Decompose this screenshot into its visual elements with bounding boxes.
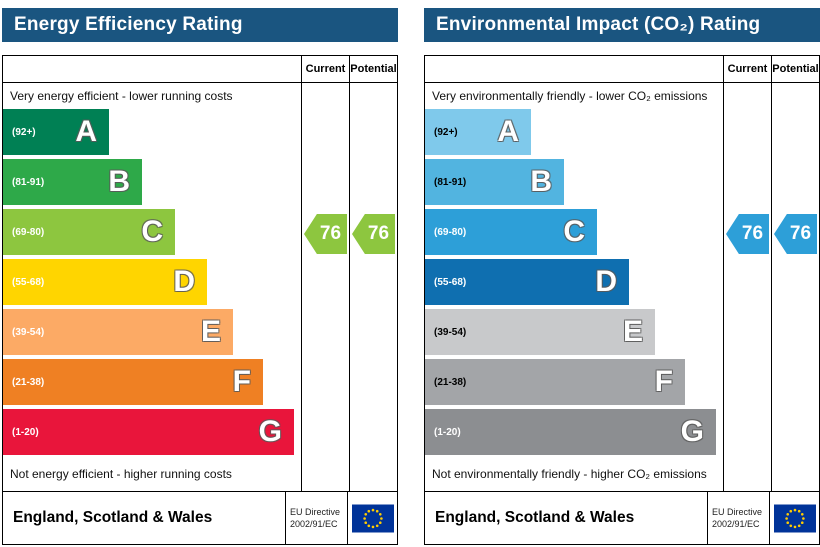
co2-rating-table: Current Potential Very environmentally f… (424, 55, 820, 492)
co2-band-g-range: (1-20) (434, 426, 461, 438)
energy-band-e-letter: E (200, 315, 221, 348)
energy-band-a-letter: A (75, 115, 97, 148)
environmental-impact-panel: Environmental Impact (CO₂) Rating Curren… (424, 2, 820, 547)
co2-panel-title: Environmental Impact (CO₂) Rating (436, 14, 761, 35)
co2-band-c-range: (69-80) (434, 226, 467, 238)
co2-band-b-letter: B (530, 165, 552, 198)
energy-band-c: (69-80) C (3, 209, 175, 255)
energy-efficiency-panel: Energy Efficiency Rating Current Potenti… (2, 2, 398, 547)
co2-potential-rating-value: 76 (789, 223, 812, 244)
energy-title-bar: Energy Efficiency Rating (2, 8, 398, 42)
co2-header-spacer (425, 56, 723, 82)
energy-band-b: (81-91) B (3, 159, 142, 205)
energy-band-d: (55-68) D (3, 259, 207, 305)
energy-band-f: (21-38) F (3, 359, 263, 405)
co2-band-a-range: (92+) (434, 126, 458, 138)
energy-current-rating-value: 76 (319, 223, 342, 244)
co2-eu-directive-label: EU Directive 2002/91/EC (707, 492, 769, 544)
co2-band-a-letter: A (497, 115, 519, 148)
energy-flag-cell (347, 492, 397, 544)
co2-band-d: (55-68) D (425, 259, 629, 305)
co2-potential-column: 76 (771, 83, 819, 491)
energy-eu-directive-line2: 2002/91/EC (290, 519, 338, 529)
energy-band-a: (92+) A (3, 109, 109, 155)
energy-header-spacer (3, 56, 301, 82)
co2-band-d-range: (55-68) (434, 276, 467, 288)
co2-band-f-range: (21-38) (434, 376, 467, 388)
co2-band-b: (81-91) B (425, 159, 564, 205)
co2-bands-area: Very environmentally friendly - lower CO… (425, 83, 723, 491)
energy-band-e: (39-54) E (3, 309, 233, 355)
energy-bands-area: Very energy efficient - lower running co… (3, 83, 301, 491)
energy-potential-rating-value: 76 (367, 223, 390, 244)
energy-band-b-letter: B (108, 165, 130, 198)
energy-band-g: (1-20) G (3, 409, 294, 455)
energy-rating-table: Current Potential Very energy efficient … (2, 55, 398, 492)
energy-top-note: Very energy efficient - lower running co… (10, 89, 233, 103)
co2-current-rating-value: 76 (741, 223, 764, 244)
energy-band-c-letter: C (141, 215, 163, 248)
co2-band-c: (69-80) C (425, 209, 597, 255)
energy-current-column-header: Current (301, 56, 349, 82)
energy-band-c-range: (69-80) (12, 226, 45, 238)
co2-current-column-header: Current (723, 56, 771, 82)
co2-band-f: (21-38) F (425, 359, 685, 405)
co2-potential-rating-arrow: 76 (774, 214, 817, 254)
energy-eu-directive-line1: EU Directive (290, 506, 341, 517)
co2-band-b-range: (81-91) (434, 176, 467, 188)
energy-potential-column-header: Potential (349, 56, 397, 82)
energy-table-body: Very energy efficient - lower running co… (3, 83, 397, 491)
energy-current-rating-arrow: 76 (304, 214, 347, 254)
energy-band-e-range: (39-54) (12, 326, 45, 338)
co2-potential-column-header: Potential (771, 56, 819, 82)
energy-potential-column: 76 (349, 83, 397, 491)
energy-region-label: England, Scotland & Wales (13, 509, 213, 526)
co2-flag-cell (769, 492, 819, 544)
co2-bottom-note: Not environmentally friendly - higher CO… (432, 467, 707, 481)
co2-footer: England, Scotland & Wales EU Directive 2… (424, 491, 820, 545)
energy-band-b-range: (81-91) (12, 176, 45, 188)
eu-flag-icon (351, 504, 394, 532)
co2-band-d-letter: D (595, 265, 617, 298)
energy-band-a-range: (92+) (12, 126, 36, 138)
co2-table-body: Very environmentally friendly - lower CO… (425, 83, 819, 491)
energy-band-g-letter: G (258, 415, 282, 448)
co2-band-e: (39-54) E (425, 309, 655, 355)
co2-title-bar: Environmental Impact (CO₂) Rating (424, 8, 820, 42)
co2-band-a: (92+) A (425, 109, 531, 155)
co2-band-g: (1-20) G (425, 409, 716, 455)
energy-band-f-range: (21-38) (12, 376, 45, 388)
energy-eu-directive-label: EU Directive 2002/91/EC (285, 492, 347, 544)
energy-bottom-note: Not energy efficient - higher running co… (10, 467, 232, 481)
co2-band-e-range: (39-54) (434, 326, 467, 338)
co2-table-header-row: Current Potential (425, 56, 819, 83)
energy-table-header-row: Current Potential (3, 56, 397, 83)
energy-band-d-letter: D (173, 265, 195, 298)
co2-band-f-letter: F (654, 365, 673, 398)
co2-region-label: England, Scotland & Wales (435, 509, 635, 526)
energy-band-d-range: (55-68) (12, 276, 45, 288)
co2-band-c-letter: C (563, 215, 585, 248)
co2-top-note: Very environmentally friendly - lower CO… (432, 89, 708, 103)
energy-band-f-letter: F (232, 365, 251, 398)
energy-footer: England, Scotland & Wales EU Directive 2… (2, 491, 398, 545)
energy-potential-rating-arrow: 76 (352, 214, 395, 254)
co2-current-column: 76 (723, 83, 771, 491)
co2-eu-directive-line2: 2002/91/EC (712, 519, 760, 529)
energy-band-g-range: (1-20) (12, 426, 39, 438)
eu-flag-icon (773, 504, 816, 532)
co2-band-e-letter: E (622, 315, 643, 348)
co2-current-rating-arrow: 76 (726, 214, 769, 254)
co2-eu-directive-line1: EU Directive (712, 506, 763, 517)
energy-current-column: 76 (301, 83, 349, 491)
co2-band-g-letter: G (680, 415, 704, 448)
energy-panel-title: Energy Efficiency Rating (14, 14, 243, 35)
